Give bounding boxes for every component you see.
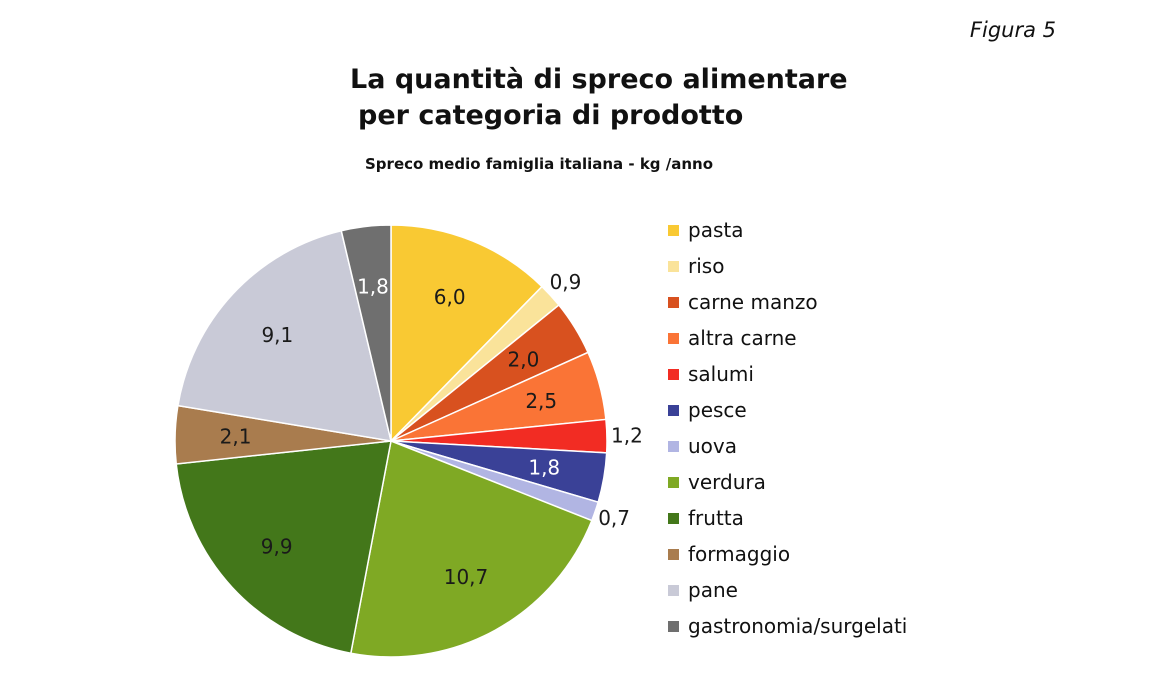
pie-slice-verdura [349,439,593,658]
legend-swatch [668,404,679,416]
pie-slice-frutta [175,440,392,655]
legend-swatch [668,332,679,344]
legend-item-riso: riso [668,248,907,284]
chart-title-line2: per categoria di prodotto [358,100,744,131]
value-label-salumi: 1,2 [611,424,643,448]
legend-label: pesce [688,398,747,422]
legend-item-uova: uova [668,428,907,464]
pie-slice-pane [177,229,392,442]
chart-title: La quantità di spreco alimentare per cat… [350,62,848,134]
legend-item-carne-manzo: carne manzo [668,284,907,320]
legend-label: carne manzo [688,290,818,314]
legend-swatch [668,440,679,452]
legend-swatch [668,368,679,380]
legend-swatch [668,548,679,560]
legend-swatch [668,476,679,488]
legend-item-pasta: pasta [668,212,907,248]
legend-label: pane [688,578,738,602]
chart-legend: pasta riso carne manzo altra carne salumi pes… [668,212,907,644]
legend-item-formaggio: formaggio [668,536,907,572]
legend-label: salumi [688,362,754,386]
value-label-frutta: 9,9 [261,534,293,558]
legend-swatch [668,512,679,524]
pie-slice-pasta [390,224,544,443]
value-label-gastronomia-surgelati: 1,8 [357,275,389,299]
legend-label: riso [688,254,725,278]
value-label-riso: 0,9 [550,270,582,294]
legend-item-altra-carne: altra carne [668,320,907,356]
legend-item-gastronomia-surgelati: gastronomia/surgelati [668,608,907,644]
legend-item-pane: pane [668,572,907,608]
legend-label: uova [688,434,738,458]
legend-item-verdura: verdura [668,464,907,500]
chart-title-line1: La quantità di spreco alimentare [350,64,848,95]
legend-item-pesce: pesce [668,392,907,428]
value-label-uova: 0,7 [598,506,630,530]
legend-label: formaggio [688,542,791,566]
figure-label: Figura 5 [969,18,1056,42]
legend-item-salumi: salumi [668,356,907,392]
pie-slices [174,224,608,658]
value-label-carne-manzo: 2,0 [508,348,540,372]
legend-label: pasta [688,218,744,242]
legend-label: verdura [688,470,766,494]
pie-value-labels: 6,0 0,9 2,0 2,5 1,2 1,8 0,7 10,7 9,9 2,1 9,1 1,8 [220,270,643,589]
value-label-altra-carne: 2,5 [525,389,557,413]
chart-subtitle: Spreco medio famiglia italiana - kg /ann… [365,155,714,173]
value-label-pasta: 6,0 [434,285,466,309]
value-label-pane: 9,1 [261,323,293,347]
pie-slice-gastronomia-surgelati [340,224,392,442]
legend-swatch [668,260,679,272]
legend-label: altra carne [688,326,797,350]
legend-label: frutta [688,506,744,530]
value-label-formaggio: 2,1 [220,424,252,448]
value-label-verdura: 10,7 [444,565,489,589]
legend-label: gastronomia/surgelati [688,614,908,638]
legend-swatch [668,620,679,632]
legend-swatch [668,296,679,308]
value-label-pesce: 1,8 [528,455,560,479]
legend-swatch [668,224,679,236]
legend-swatch [668,584,679,596]
legend-item-frutta: frutta [668,500,907,536]
